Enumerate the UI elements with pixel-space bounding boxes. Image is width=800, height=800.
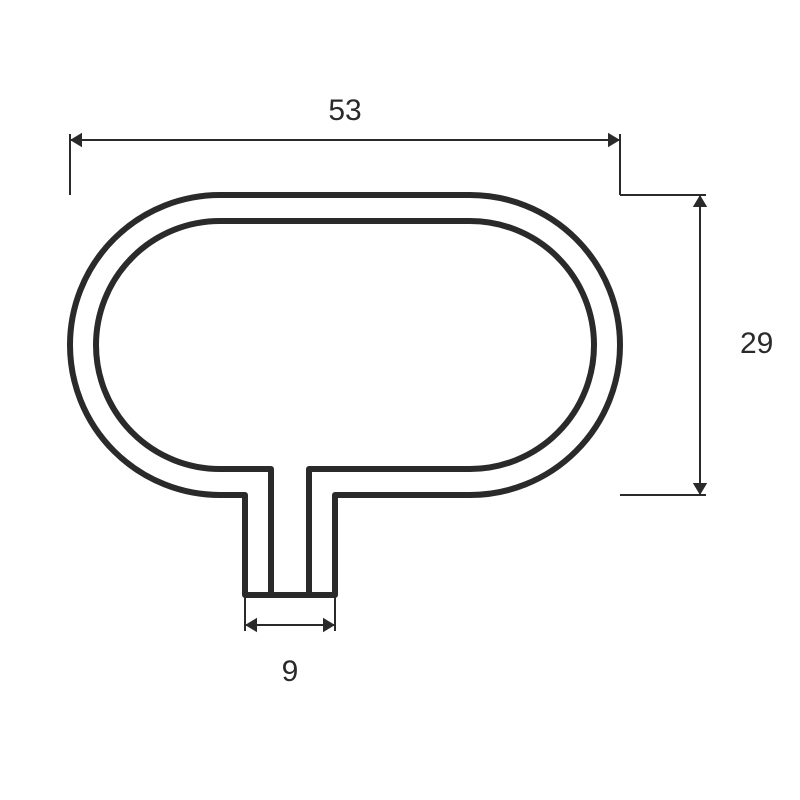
arrow-icon	[693, 195, 707, 207]
dimension-height-label: 29	[740, 327, 773, 360]
arrow-icon	[608, 133, 620, 147]
dimension-stem-label: 9	[282, 655, 299, 688]
arrow-icon	[693, 483, 707, 495]
inner-contour	[96, 221, 594, 595]
outer-contour	[70, 195, 620, 595]
arrow-icon	[245, 618, 257, 632]
arrow-icon	[323, 618, 335, 632]
part-outline	[70, 195, 620, 595]
technical-drawing: 53 29 9	[0, 0, 800, 800]
arrow-icon	[70, 133, 82, 147]
dimension-width-label: 53	[328, 94, 361, 127]
